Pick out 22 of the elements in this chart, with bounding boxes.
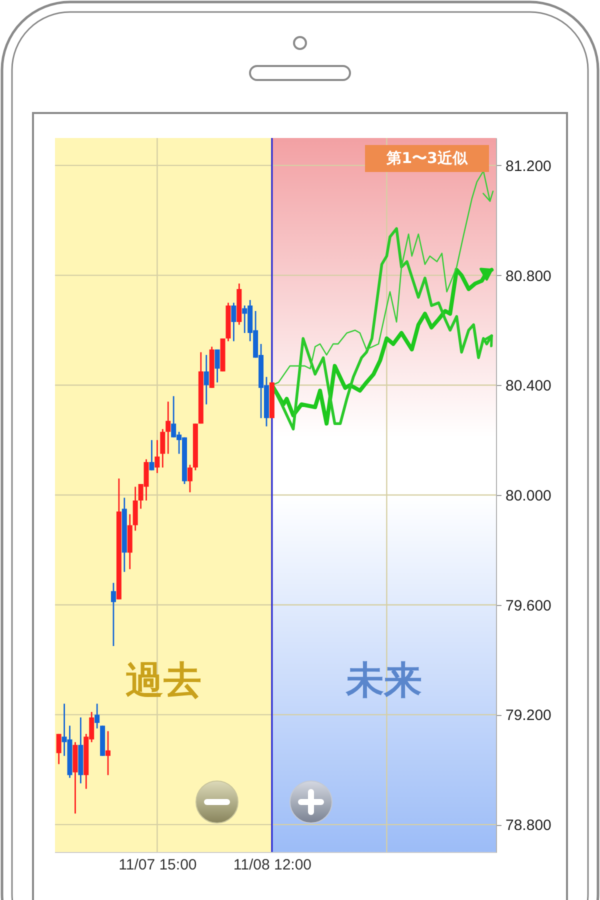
y-tick-label: 80.000 — [506, 488, 552, 504]
candlestick — [214, 348, 220, 384]
candlestick — [56, 733, 62, 765]
band-label: 過去 — [125, 658, 202, 702]
y-tick-label: 80.400 — [506, 378, 552, 395]
candlestick — [204, 354, 209, 406]
candlestick — [106, 730, 111, 776]
candlestick — [94, 703, 100, 730]
y-tick-label: 79.200 — [506, 707, 552, 724]
y-tick-label: 79.600 — [506, 597, 552, 614]
x-tick-label: 11/08 12:00 — [233, 856, 312, 874]
x-tick-label: 11/07 15:00 — [118, 856, 197, 874]
y-tick-label: 78.800 — [506, 817, 552, 834]
candlestick — [110, 582, 116, 647]
candlestick — [154, 439, 160, 474]
y-tick-label: 80.800 — [506, 268, 552, 285]
candlestick — [166, 400, 171, 455]
y-tick-label: 81.200 — [506, 158, 552, 175]
candlestick — [160, 428, 166, 468]
candlestick — [187, 464, 192, 493]
candlestick — [231, 302, 236, 342]
candlestick — [149, 439, 154, 471]
